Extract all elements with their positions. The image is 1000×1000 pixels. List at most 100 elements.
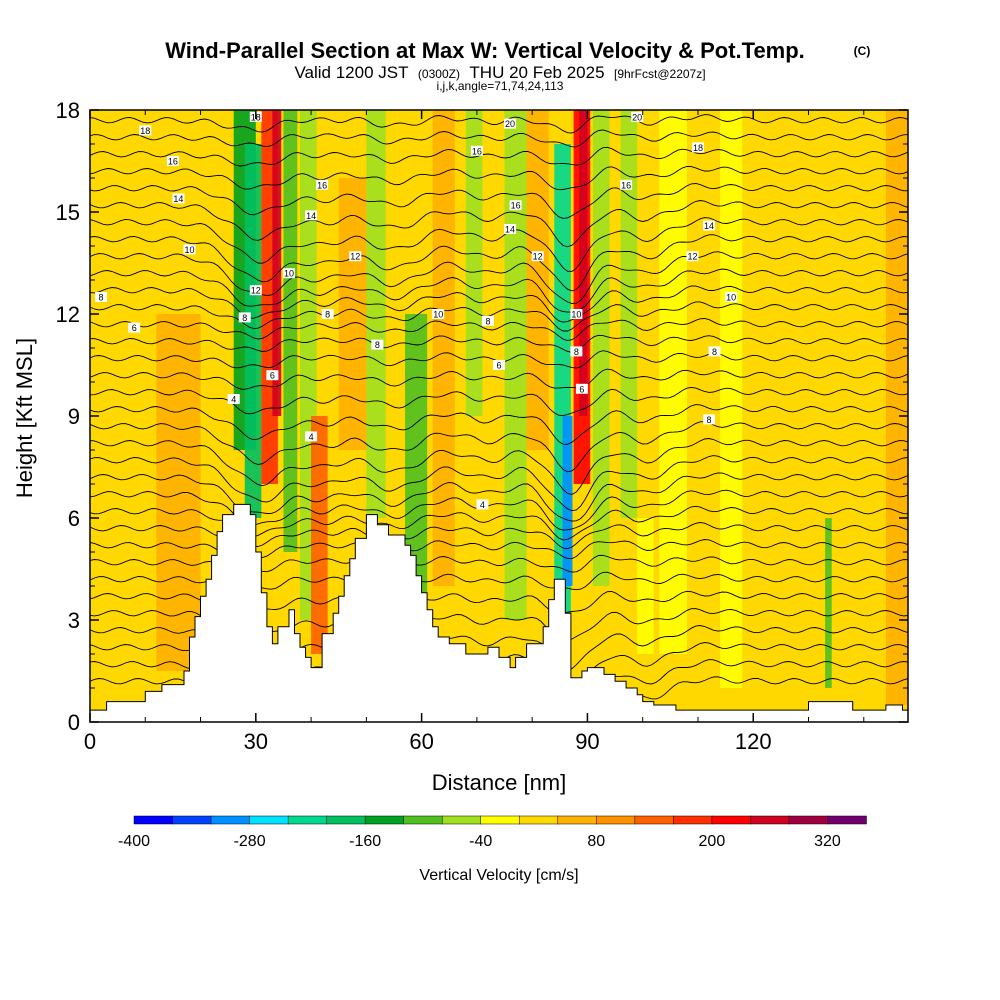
contour-label-bg (183, 244, 196, 255)
x-axis: 0 30 60 90 120 (84, 110, 865, 754)
contour-label: 20 (505, 119, 515, 129)
terrain-profile (90, 503, 908, 722)
theta-contour (90, 217, 908, 272)
theta-contour (90, 368, 908, 390)
colorbar-segment (634, 815, 675, 825)
theta-contour (90, 251, 908, 304)
contour-label: 16 (472, 146, 482, 156)
contour-label: 10 (184, 245, 194, 255)
contour-label-bg (316, 179, 329, 190)
theta-contour (90, 146, 908, 167)
contour-label-bg (249, 285, 262, 296)
contour-label: 4 (309, 432, 314, 442)
contour-label: 14 (306, 211, 316, 221)
contour-label-bg (227, 394, 240, 404)
theta-contour (90, 183, 908, 219)
terrain (90, 503, 908, 722)
vv-band (311, 416, 328, 654)
contour-label: 12 (533, 252, 543, 262)
contour-label-bg (725, 292, 738, 302)
y-tick-label: 9 (68, 404, 80, 429)
contour-label-bg (504, 224, 517, 234)
vv-band (366, 110, 386, 518)
theta-contour (90, 268, 908, 313)
contour-label: 16 (621, 180, 631, 190)
vv-band (504, 110, 527, 620)
colorbar-segment (827, 815, 867, 825)
contour-label-bg (620, 179, 633, 190)
colorbar-segment (480, 815, 521, 825)
theta-contour (90, 438, 908, 495)
theta-contour (90, 421, 908, 473)
contour-label: 6 (579, 384, 584, 394)
contour-label-bg (509, 200, 522, 211)
contour-label-bg (305, 431, 318, 442)
contour-label-bg (266, 370, 279, 381)
contour-label-bg (570, 309, 583, 319)
colorbar-tick-label: 80 (587, 833, 605, 850)
contour-label: 12 (687, 252, 697, 262)
x-tick-label: 90 (575, 729, 599, 754)
contour-label: 18 (693, 143, 703, 153)
contour-label-bg (703, 220, 716, 231)
contour-label: 8 (375, 340, 380, 350)
x-tick-label: 60 (409, 729, 433, 754)
colorbar-segment (711, 815, 752, 825)
contour-label-bg (139, 125, 152, 136)
x-axis-label: Distance [nm] (432, 770, 567, 795)
contour-label-bg (166, 156, 179, 166)
colorbar-segment (596, 815, 636, 825)
chart-title: Wind-Parallel Section at Max W: Vertical… (165, 38, 805, 63)
vv-band (620, 110, 638, 518)
vv-band (825, 518, 832, 688)
contour-label: 8 (712, 347, 717, 357)
contour-label-bg (470, 145, 483, 156)
colorbar-tick-label: -160 (349, 833, 381, 850)
colorbar-segment (133, 815, 174, 825)
contour-label: 10 (433, 310, 443, 320)
theta-contour (90, 114, 908, 134)
contour-label-bg (691, 142, 704, 153)
contour-label: 6 (270, 371, 275, 381)
colorbar-segment (519, 815, 559, 825)
colorbar-tick-label: -40 (469, 833, 492, 850)
contour-label: 16 (317, 180, 327, 190)
vv-band (562, 416, 573, 586)
contour-label: 8 (707, 415, 712, 425)
colorbar-segment (441, 815, 482, 825)
contour-label-bg (282, 268, 295, 279)
contour-label: 4 (480, 500, 485, 510)
vv-band (579, 110, 588, 416)
colorbar-tick-label: 320 (814, 833, 841, 850)
colorbar-segment (172, 815, 212, 825)
theta-contour (90, 301, 908, 332)
y-tick-label: 12 (56, 302, 80, 327)
y-axis-label: Height [Kft MSL] (12, 338, 37, 498)
contour-label-bg (432, 309, 445, 319)
section-params: i,j,k,angle=71,74,24,113 (437, 79, 564, 93)
contour-label: 8 (242, 313, 247, 323)
contour-label-bg (305, 210, 318, 221)
y-tick-label: 3 (68, 608, 80, 633)
y-axis: 0 3 6 9 12 15 18 (56, 98, 908, 735)
contour-label-bg (238, 312, 251, 323)
contour-label: 8 (574, 347, 579, 357)
vv-band (592, 110, 610, 586)
potential-temperature-contours (90, 114, 908, 722)
vv-band (272, 110, 282, 416)
colorbar-segment (788, 815, 829, 825)
colorbar-segment (326, 815, 366, 825)
contour-label: 10 (726, 293, 736, 303)
vv-band (156, 314, 201, 671)
vv-band (720, 110, 743, 688)
contour-label: 14 (505, 225, 515, 235)
vv-band (244, 144, 262, 518)
contour-label-bg (95, 292, 108, 302)
theta-contour (90, 404, 908, 445)
vv-band (526, 110, 549, 450)
theta-contour (90, 200, 908, 248)
theta-contour (90, 455, 908, 512)
colorbar: -400 -280 -160 -40 80 200 320 (118, 815, 867, 850)
colorbar-segment (557, 815, 598, 825)
colorbar-segment (364, 815, 405, 825)
